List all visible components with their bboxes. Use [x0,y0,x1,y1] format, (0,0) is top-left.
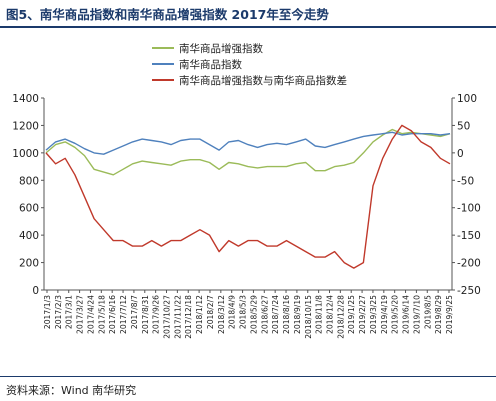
x-tick-label: 2017/9/26 [152,295,161,334]
x-tick-label: 2017/8/31 [141,295,150,334]
x-tick-label: 2018/10/15 [304,295,313,339]
x-tick-label: 2018/5/3 [239,295,248,329]
x-tick-label: 2018/11/8 [315,295,324,334]
x-tick-label: 2018/7/24 [271,295,280,334]
x-tick-label: 2019/5/20 [391,295,400,334]
x-tick-label: 2018/9/19 [293,295,302,334]
x-tick-label: 2019/6/14 [402,295,411,334]
x-tick-label: 2017/6/16 [108,295,117,334]
right-tick-label: 50 [457,120,470,132]
x-tick-label: 2017/3/27 [76,295,85,334]
x-tick-label: 2018/2/7 [206,295,215,329]
x-tick-label: 2018/4/9 [228,295,237,329]
series-line-3 [45,124,451,269]
x-tick-label: 2019/4/19 [380,295,389,334]
series-line-2 [45,131,451,155]
x-tick-label: 2018/3/12 [217,295,226,334]
figure-header: 图5、南华商品指数和南华商品增强指数 2017年至今走势 [0,0,496,28]
left-tick-label: 800 [19,175,39,187]
x-tick-label: 2017/4/24 [86,295,95,334]
chart-area: 0 200 400 600 800 1000 1200 1400 -250 -200 -150 -10… [0,28,496,368]
series-line-1 [45,128,451,176]
right-tick-label: -200 [457,258,481,270]
x-tick-label: 2018/12/28 [336,295,345,339]
x-tick-label: 2017/8/7 [130,295,139,329]
x-tick-label: 2018/6/27 [260,295,269,334]
right-tick-label: -250 [457,285,481,297]
x-tick-label: 2017/1/3 [43,295,52,329]
right-tick-label: 0 [457,148,464,160]
x-tick-label: 2019/2/27 [358,295,367,334]
x-tick-label: 2017/7/12 [119,295,128,334]
x-tick-label: 2018/12/4 [325,295,334,334]
x-tick-label: 2017/12/18 [184,295,193,339]
figure-footer: 资料来源：Wind 南华研究 [0,376,496,401]
x-tick-label: 2018/5/29 [249,295,258,334]
legend-label-2: 南华商品指数 [179,58,242,71]
line-chart: 0200400600800100012001400-250-200-150-10… [12,42,481,339]
x-tick-label: 2019/8/29 [434,295,443,334]
right-tick-label: 100 [457,93,477,105]
x-tick-label: 2018/8/16 [282,295,291,334]
legend-label-3: 南华商品增强指数与南华商品指数差 [179,74,347,87]
right-tick-label: -100 [457,203,481,215]
x-tick-label: 2018/1/12 [195,295,204,334]
figure-source: 资料来源：Wind 南华研究 [6,384,137,397]
x-tick-label: 2017/10/27 [163,295,172,339]
left-tick-label: 0 [32,285,39,297]
x-tick-label: 2019/7/10 [412,295,421,334]
x-tick-label: 2017/3/1 [65,295,74,329]
x-tick-label: 2017/11/22 [173,295,182,339]
x-tick-label: 2019/9/25 [445,295,454,334]
right-tick-label: -150 [457,230,481,242]
left-tick-label: 400 [19,230,39,242]
left-tick-label: 1200 [12,120,39,132]
x-tick-label: 2019/3/25 [369,295,378,334]
left-tick-label: 1400 [12,93,39,105]
right-tick-label: -50 [457,175,474,187]
figure-title: 图5、南华商品指数和南华商品增强指数 2017年至今走势 [6,7,329,22]
x-tick-label: 2019/1/25 [347,295,356,334]
left-tick-label: 1000 [12,148,39,160]
left-tick-label: 600 [19,203,39,215]
x-tick-label: 2019/8/5 [423,295,432,329]
x-tick-label: 2017/5/18 [97,295,106,334]
legend-label-1: 南华商品增强指数 [179,42,263,55]
left-tick-label: 200 [19,258,39,270]
x-tick-label: 2017/2/3 [54,295,63,329]
